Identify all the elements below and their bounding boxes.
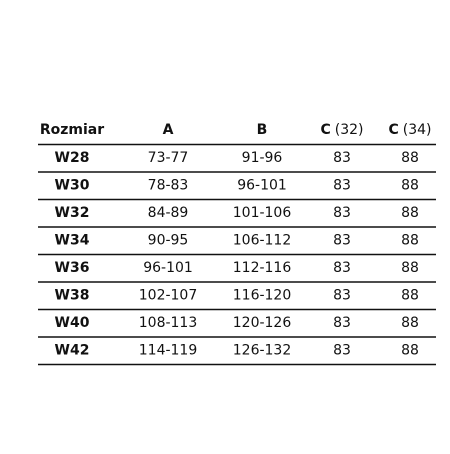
cell: 83 — [333, 343, 351, 359]
cell: 83 — [333, 150, 351, 166]
cell: 83 — [333, 315, 351, 331]
cell: 84-89 — [148, 205, 189, 221]
cell: 88 — [401, 205, 419, 221]
size-label: W30 — [55, 178, 90, 194]
header-cell: Rozmiar — [40, 122, 104, 138]
header-cell: A — [163, 122, 174, 138]
cell: 78-83 — [148, 178, 189, 194]
cell: 88 — [401, 260, 419, 276]
size-label: W40 — [55, 315, 90, 331]
header-text: (34) — [403, 122, 432, 138]
cell: 116-120 — [233, 288, 292, 304]
cell: 96-101 — [143, 260, 193, 276]
size-label: W36 — [55, 260, 90, 276]
header-text: A — [163, 122, 174, 138]
header-text: B — [257, 122, 268, 138]
cell: 106-112 — [233, 233, 292, 249]
size-label: W34 — [55, 233, 90, 249]
cell: 88 — [401, 343, 419, 359]
header-text: Rozmiar — [40, 122, 104, 138]
size-label: W28 — [55, 150, 90, 166]
cell: 96-101 — [237, 178, 287, 194]
cell: 101-106 — [233, 205, 292, 221]
cell: 83 — [333, 288, 351, 304]
cell: 83 — [333, 233, 351, 249]
cell: 120-126 — [233, 315, 292, 331]
cell: 88 — [401, 150, 419, 166]
cell: 91-96 — [242, 150, 283, 166]
cell: 83 — [333, 260, 351, 276]
size-label: W42 — [55, 343, 90, 359]
header-cell: B — [257, 122, 268, 138]
cell: 108-113 — [139, 315, 198, 331]
size-label: W32 — [55, 205, 90, 221]
header-cell: C (32) — [320, 122, 363, 138]
cell: 73-77 — [148, 150, 189, 166]
cell: 88 — [401, 288, 419, 304]
cell: 88 — [401, 233, 419, 249]
cell: 102-107 — [139, 288, 198, 304]
cell: 90-95 — [148, 233, 189, 249]
cell: 114-119 — [139, 343, 198, 359]
cell: 88 — [401, 315, 419, 331]
cell: 88 — [401, 178, 419, 194]
cell: 83 — [333, 178, 351, 194]
cell: 112-116 — [233, 260, 292, 276]
header-cell: C (34) — [388, 122, 431, 138]
cell: 83 — [333, 205, 351, 221]
cell: 126-132 — [233, 343, 292, 359]
header-text: C — [388, 122, 398, 138]
header-text: C — [320, 122, 330, 138]
header-text: (32) — [335, 122, 364, 138]
size-label: W38 — [55, 288, 90, 304]
